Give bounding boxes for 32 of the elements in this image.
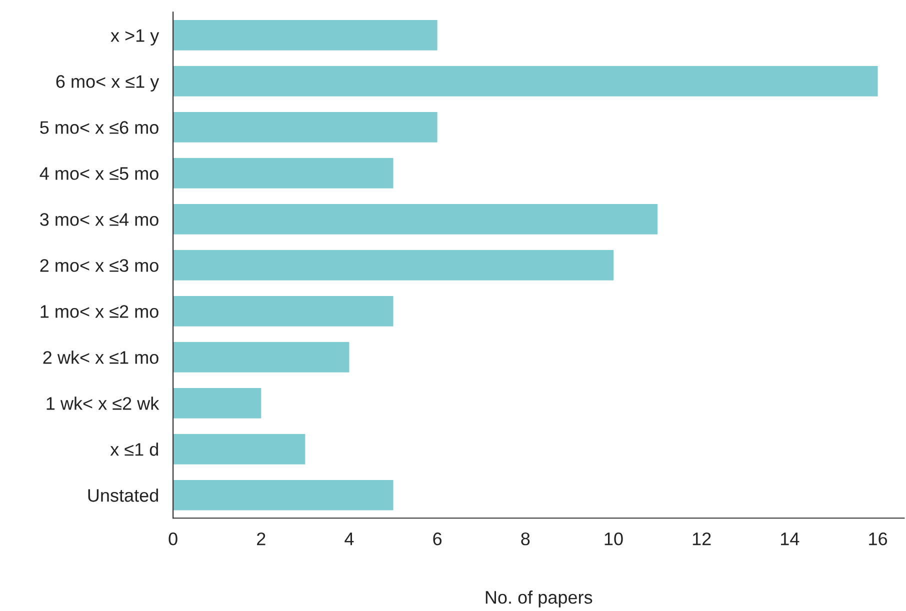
bar [173, 342, 350, 372]
y-tick-label: 6 mo< x ≤1 y [56, 75, 160, 92]
x-tick-label: 12 [692, 532, 711, 546]
bar [173, 480, 394, 510]
y-tick-label: 5 mo< x ≤6 mo [40, 121, 158, 134]
x-tick-label: 14 [781, 532, 800, 546]
x-tick-label: 2 [257, 532, 266, 546]
y-tick-label: 1 wk< x ≤2 wk [46, 396, 160, 410]
x-tick-label: 0 [168, 532, 178, 546]
bar [173, 250, 614, 280]
y-tick-label: x >1 y [110, 29, 160, 46]
y-tick-label: 4 mo< x ≤5 mo [40, 167, 158, 180]
x-tick-label: 6 [433, 532, 442, 546]
bar [173, 158, 394, 188]
y-tick-label: 2 mo< x ≤3 mo [40, 259, 158, 272]
bar [173, 388, 262, 418]
x-tick-label: 10 [604, 532, 623, 546]
x-tick-label: 16 [869, 532, 888, 546]
bar [173, 296, 394, 326]
y-tick-label: 1 mo< x ≤2 mo [40, 305, 158, 318]
x-tick-label: 8 [521, 532, 530, 546]
y-tick-label: Unstated [88, 488, 158, 502]
y-tick-label: 2 wk< x ≤1 mo [43, 350, 158, 364]
x-tick-label: 4 [344, 532, 354, 546]
y-tick-label: x ≤1 d [110, 442, 158, 456]
x-axis-title: No. of papers [486, 590, 592, 608]
bar [173, 112, 438, 142]
bar [173, 66, 878, 96]
bar [173, 434, 306, 464]
bar [173, 204, 658, 234]
y-tick-label: 3 mo< x ≤4 mo [40, 213, 158, 226]
bar [173, 20, 438, 50]
